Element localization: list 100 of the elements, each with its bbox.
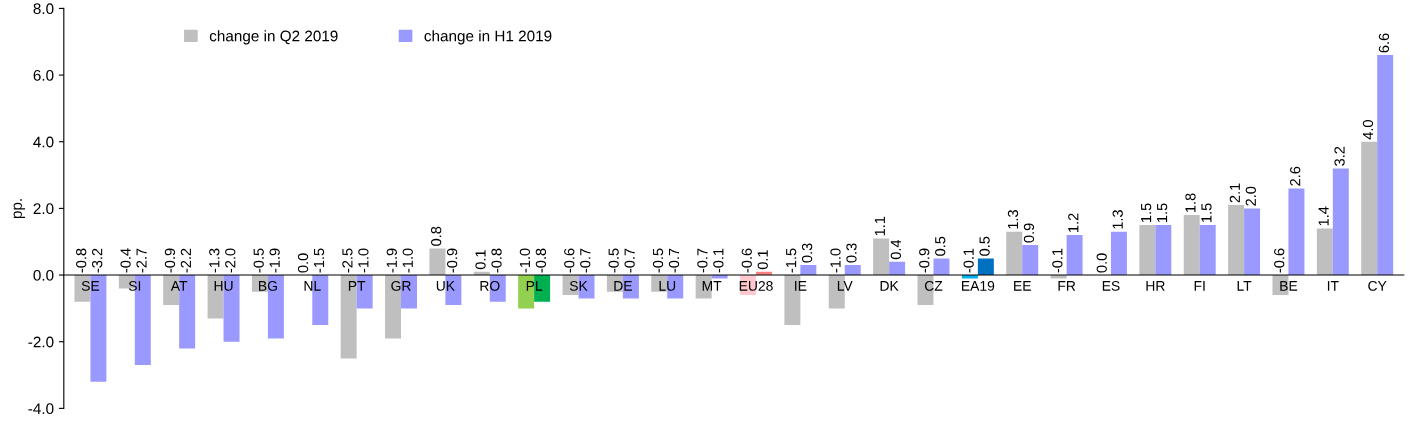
data-label: -0.6 bbox=[741, 248, 752, 273]
bar bbox=[429, 248, 446, 276]
y-tick-label: 8.0 bbox=[33, 3, 54, 15]
data-label: -1.3 bbox=[209, 248, 220, 273]
data-label: 0.1 bbox=[757, 250, 768, 270]
data-label: -0.7 bbox=[668, 248, 680, 273]
bar bbox=[844, 265, 861, 276]
data-label: -0.8 bbox=[491, 248, 502, 273]
x-tick-label: ES bbox=[1102, 280, 1120, 291]
data-label: -0.7 bbox=[697, 248, 708, 273]
data-label: 1.3 bbox=[1007, 210, 1019, 229]
x-tick-label: LT bbox=[1237, 281, 1252, 291]
data-label: 1.2 bbox=[1068, 213, 1079, 232]
data-label: 2.0 bbox=[1245, 186, 1256, 206]
bar bbox=[1155, 225, 1172, 276]
bar bbox=[1110, 231, 1127, 276]
data-label: -0.9 bbox=[164, 248, 176, 273]
data-label: 1.5 bbox=[1141, 203, 1152, 222]
data-label: -0.9 bbox=[446, 248, 458, 273]
x-tick-label: RO bbox=[480, 280, 500, 291]
data-label: 0.5 bbox=[979, 236, 990, 256]
data-label: -0.1 bbox=[963, 248, 974, 273]
data-label: -0.9 bbox=[919, 248, 930, 273]
bar bbox=[1244, 208, 1261, 276]
data-label: 6.6 bbox=[1378, 33, 1390, 53]
data-label: -1.0 bbox=[830, 248, 841, 273]
data-label: -1.0 bbox=[358, 248, 369, 273]
data-label: 0.0 bbox=[1096, 253, 1107, 273]
y-tick-label: 0.0 bbox=[33, 269, 54, 281]
data-label: 1.5 bbox=[1157, 203, 1168, 222]
data-label: -0.5 bbox=[608, 248, 619, 273]
bar bbox=[1183, 215, 1200, 276]
x-tick-label: EE bbox=[1014, 281, 1031, 291]
data-label: 0.3 bbox=[846, 243, 857, 263]
data-label: -2.2 bbox=[180, 248, 191, 273]
data-label: 0.1 bbox=[475, 250, 486, 270]
data-label: 4.0 bbox=[1362, 120, 1374, 140]
x-tick-label: DE bbox=[614, 281, 632, 291]
bar bbox=[889, 261, 906, 276]
x-tick-label: HU bbox=[214, 281, 233, 291]
x-tick-label: DK bbox=[880, 281, 899, 291]
bar bbox=[1066, 235, 1083, 276]
legend-label: change in Q2 2019 bbox=[209, 30, 338, 45]
x-tick-label: FI bbox=[1194, 281, 1205, 291]
data-label: -0.5 bbox=[652, 248, 664, 273]
x-tick-label: NL bbox=[304, 281, 321, 291]
data-label: -0.1 bbox=[713, 248, 724, 273]
x-tick-label: LV bbox=[837, 281, 853, 291]
y-tick-label: 4.0 bbox=[33, 136, 54, 148]
data-label: 0.4 bbox=[890, 239, 902, 260]
x-tick-label: MT bbox=[702, 281, 722, 291]
data-label: 1.1 bbox=[874, 216, 885, 236]
data-label: -0.1 bbox=[1052, 248, 1063, 273]
data-label: -0.7 bbox=[624, 248, 635, 273]
data-label: 3.2 bbox=[1334, 146, 1345, 166]
x-tick-label: SK bbox=[569, 280, 588, 291]
bar bbox=[1199, 225, 1216, 276]
y-tick-label: -4.0 bbox=[28, 403, 54, 415]
legend-label: change in H1 2019 bbox=[424, 30, 552, 45]
x-tick-label: SI bbox=[128, 280, 141, 291]
data-label: 0.0 bbox=[297, 253, 309, 273]
x-tick-label: HR bbox=[1146, 281, 1165, 291]
data-label: -1.0 bbox=[402, 248, 413, 273]
data-label: -3.2 bbox=[92, 248, 103, 273]
data-label: 0.8 bbox=[431, 226, 442, 246]
x-tick-label: FR bbox=[1058, 281, 1076, 291]
data-label: 1.3 bbox=[1112, 210, 1123, 229]
data-label: -0.7 bbox=[580, 248, 591, 273]
data-label: 0.3 bbox=[801, 243, 813, 263]
bar bbox=[977, 258, 994, 276]
bar bbox=[1316, 228, 1333, 276]
x-tick-label: CY bbox=[1368, 280, 1387, 291]
data-label: -1.9 bbox=[269, 248, 280, 273]
x-tick-label: EU28 bbox=[739, 280, 773, 291]
x-tick-label: BG bbox=[259, 280, 277, 291]
data-label: 1.8 bbox=[1185, 193, 1196, 212]
data-label: 0.9 bbox=[1023, 223, 1035, 243]
data-label: -0.6 bbox=[564, 248, 575, 273]
bar bbox=[1332, 168, 1349, 276]
y-tick-label: -2.0 bbox=[28, 336, 54, 348]
x-tick-label: UK bbox=[436, 281, 455, 291]
bar bbox=[933, 258, 950, 276]
data-label: -0.5 bbox=[253, 248, 264, 273]
data-label: -0.4 bbox=[120, 248, 131, 273]
data-label: -2.0 bbox=[225, 248, 236, 273]
data-label: 1.4 bbox=[1318, 206, 1329, 226]
data-label: -1.9 bbox=[386, 248, 397, 273]
bar bbox=[1377, 55, 1394, 276]
x-tick-label: IT bbox=[1327, 281, 1339, 291]
bar bbox=[1006, 231, 1023, 276]
data-label: 2.6 bbox=[1290, 166, 1301, 186]
y-tick-label: 2.0 bbox=[33, 203, 54, 215]
data-label: -1.0 bbox=[519, 248, 531, 273]
y-tick-label: 6.0 bbox=[33, 69, 54, 81]
x-tick-label: IE bbox=[795, 281, 807, 291]
x-tick-label: GR bbox=[391, 280, 411, 291]
data-label: -0.8 bbox=[535, 248, 547, 273]
x-tick-label: SE bbox=[81, 280, 100, 291]
x-tick-label: AT bbox=[170, 281, 188, 291]
bar bbox=[1228, 205, 1245, 276]
